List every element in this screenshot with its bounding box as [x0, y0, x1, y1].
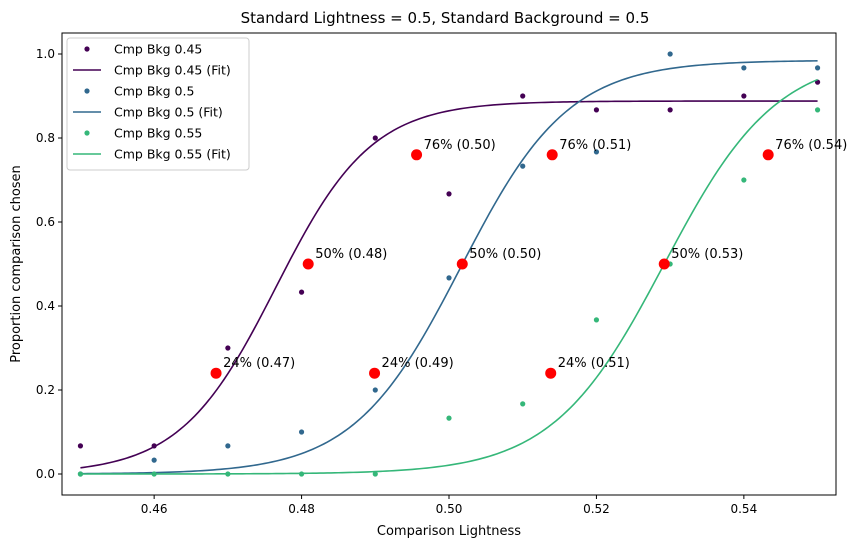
- data-point: [77, 471, 84, 477]
- legend-label: Cmp Bkg 0.5 (Fit): [114, 105, 223, 120]
- data-point: [446, 415, 452, 421]
- data-point: [298, 429, 305, 435]
- data-point: [593, 149, 600, 155]
- data-point: [520, 401, 526, 407]
- data-point: [593, 317, 600, 323]
- threshold-marker: [456, 258, 468, 270]
- data-point: [151, 443, 157, 449]
- data-point: [520, 93, 526, 99]
- y-tick-label: 0.0: [36, 467, 55, 481]
- x-tick-label: 0.48: [288, 502, 315, 516]
- legend-label: Cmp Bkg 0.55 (Fit): [114, 147, 231, 162]
- data-point: [741, 65, 747, 71]
- threshold-label: 76% (0.50): [424, 138, 496, 153]
- threshold-marker: [658, 258, 670, 270]
- y-tick-label: 0.4: [36, 299, 55, 313]
- data-point: [372, 135, 378, 141]
- fit-line-0: [80, 100, 818, 469]
- plot-area: 24% (0.47) 50% (0.48) 76% (0.50) 24% (0.49)…: [77, 51, 847, 477]
- threshold-label: 50% (0.53): [671, 247, 743, 262]
- legend-box: [66, 37, 250, 171]
- threshold-label: 50% (0.48): [315, 247, 387, 262]
- chart-title: Standard Lightness = 0.5, Standard Backg…: [241, 9, 650, 27]
- data-point: [814, 107, 821, 113]
- x-tick-label: 0.50: [436, 502, 463, 516]
- y-tick-label: 1.0: [36, 47, 55, 61]
- y-tick-label: 0.6: [36, 215, 55, 229]
- legend: Cmp Bkg 0.45 Cmp Bkg 0.45 (Fit) Cmp Bkg 0.…: [66, 37, 250, 171]
- y-axis-label: Proportion comparison chosen: [9, 165, 24, 363]
- x-axis-label: Comparison Lightness: [377, 524, 521, 539]
- data-point: [520, 163, 526, 169]
- y-tick-label: 0.8: [36, 131, 55, 145]
- threshold-label: 24% (0.49): [382, 356, 454, 371]
- fit-line-1: [80, 60, 818, 475]
- data-point: [151, 457, 157, 463]
- threshold-marker: [210, 367, 222, 379]
- threshold-label: 24% (0.51): [558, 356, 630, 371]
- data-point: [372, 471, 378, 477]
- x-tick-label: 0.46: [141, 502, 168, 516]
- data-point: [741, 177, 747, 183]
- data-point: [225, 345, 231, 351]
- legend-marker: [84, 88, 90, 94]
- data-point: [667, 51, 673, 57]
- data-point: [593, 107, 600, 113]
- threshold-marker: [546, 149, 558, 161]
- legend-marker: [84, 46, 90, 52]
- data-point: [225, 471, 231, 477]
- data-point: [814, 65, 821, 71]
- legend-marker: [84, 130, 90, 136]
- y-axis: 0.0 0.2 0.4 0.6 0.8 1.0: [36, 47, 62, 481]
- data-point: [77, 443, 84, 449]
- legend-label: Cmp Bkg 0.55: [114, 126, 202, 141]
- threshold-label: 24% (0.47): [223, 356, 295, 371]
- threshold-marker: [411, 149, 423, 161]
- threshold-marker: [302, 258, 314, 270]
- y-tick-label: 0.2: [36, 383, 55, 397]
- threshold-label: 76% (0.51): [559, 138, 631, 153]
- data-point: [446, 191, 452, 197]
- data-point: [446, 275, 452, 281]
- threshold-marker: [369, 367, 381, 379]
- fit-line-2: [80, 78, 818, 475]
- legend-label: Cmp Bkg 0.45: [114, 42, 202, 57]
- data-point: [667, 107, 673, 113]
- data-point: [225, 443, 231, 449]
- data-point: [298, 289, 305, 295]
- data-point: [372, 387, 378, 393]
- threshold-marker: [545, 367, 557, 379]
- data-point: [298, 471, 305, 477]
- x-tick-label: 0.54: [730, 502, 757, 516]
- x-tick-label: 0.52: [583, 502, 610, 516]
- x-axis: 0.46 0.48 0.50 0.52 0.54: [141, 495, 757, 516]
- threshold-marker: [762, 149, 774, 161]
- threshold-label: 50% (0.50): [469, 247, 541, 262]
- legend-label: Cmp Bkg 0.45 (Fit): [114, 63, 231, 78]
- data-point: [151, 471, 157, 477]
- data-point: [741, 93, 747, 99]
- legend-label: Cmp Bkg 0.5: [114, 84, 194, 99]
- threshold-label: 76% (0.54): [775, 138, 847, 153]
